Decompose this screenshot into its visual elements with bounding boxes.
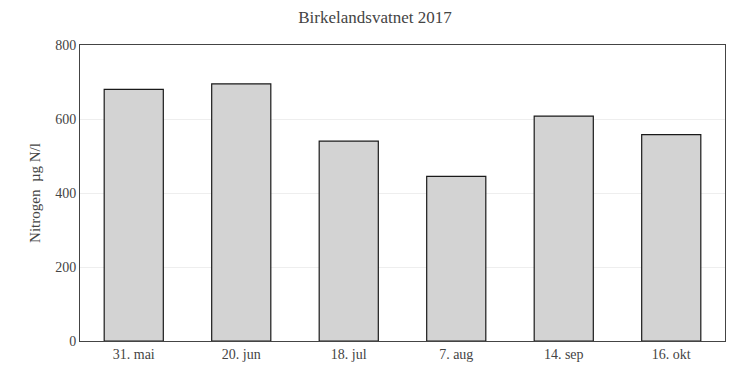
svg-text:20. jun: 20. jun [222,347,261,362]
svg-text:600: 600 [55,112,76,127]
svg-text:7. aug: 7. aug [439,347,473,362]
svg-text:16. okt: 16. okt [652,347,691,362]
svg-text:31. mai: 31. mai [113,347,155,362]
svg-text:800: 800 [55,38,76,53]
svg-text:Nitrogen µg N/l: Nitrogen µg N/l [27,143,43,243]
svg-text:Birkelandsvatnet 2017: Birkelandsvatnet 2017 [298,8,452,27]
svg-text:14. sep: 14. sep [544,347,584,362]
svg-text:0: 0 [69,334,76,349]
svg-text:400: 400 [55,186,76,201]
svg-text:18. jul: 18. jul [331,347,367,362]
svg-text:200: 200 [55,260,76,275]
